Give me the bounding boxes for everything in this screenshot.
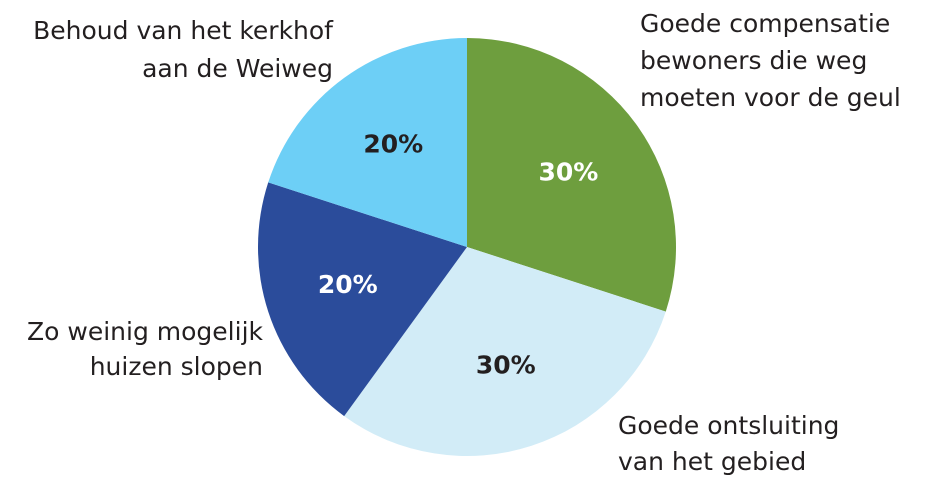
category-label: Behoud van het kerkhof <box>33 16 334 45</box>
value-label: 30% <box>539 157 599 186</box>
category-label: Goede compensatie <box>640 9 890 38</box>
value-label: 20% <box>363 130 423 159</box>
category-label: Zo weinig mogelijk <box>27 317 263 346</box>
category-label: van het gebied <box>618 447 806 476</box>
pie-slice <box>467 38 676 312</box>
pie-slice <box>258 182 467 417</box>
value-label: 30% <box>476 350 536 379</box>
category-label: huizen slopen <box>90 352 263 381</box>
category-label: aan de Weiweg <box>142 54 333 83</box>
category-label: Goede ontsluiting <box>618 411 839 440</box>
category-label: bewoners die weg <box>640 46 867 75</box>
value-label: 20% <box>318 270 378 299</box>
pie-slice <box>268 38 467 247</box>
category-label: moeten voor de geul <box>640 83 901 112</box>
pie-slice <box>344 247 666 456</box>
